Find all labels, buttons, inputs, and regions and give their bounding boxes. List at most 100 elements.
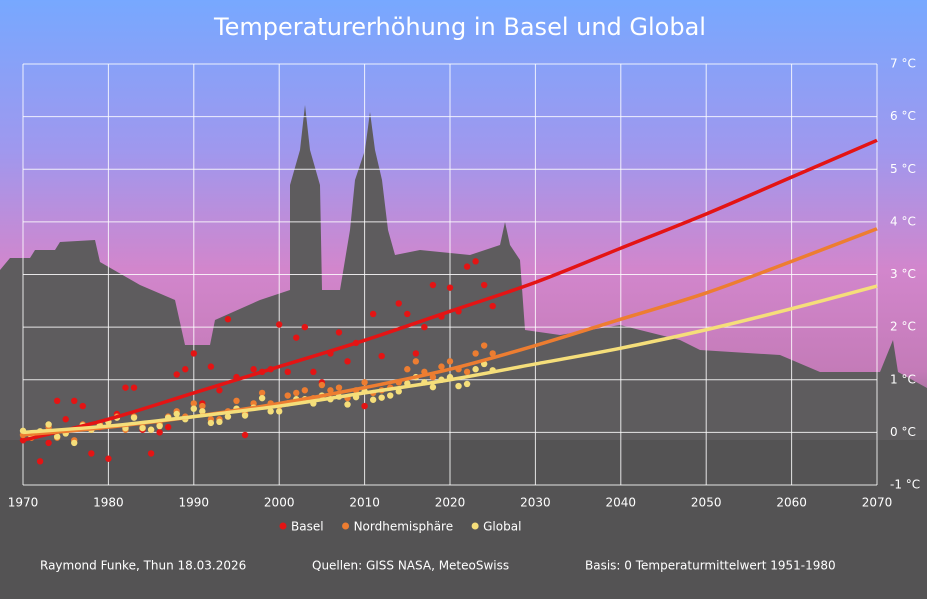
data-point xyxy=(241,431,249,439)
data-point xyxy=(233,397,240,404)
data-point xyxy=(301,387,309,394)
data-point xyxy=(147,426,155,433)
x-tick-label: 1990 xyxy=(179,496,210,510)
y-tick-label: -1 °C xyxy=(890,478,920,492)
data-point xyxy=(429,383,437,391)
data-point xyxy=(480,281,488,289)
y-tick-label: 2 °C xyxy=(890,320,916,334)
data-point xyxy=(463,380,471,388)
data-point xyxy=(412,358,420,365)
y-tick-label: 7 °C xyxy=(890,57,916,71)
data-point xyxy=(361,402,368,410)
legend-marker xyxy=(279,522,287,530)
y-tick-label: 1 °C xyxy=(890,372,916,386)
x-tick-label: 2000 xyxy=(264,496,295,510)
data-point xyxy=(224,316,232,323)
data-point xyxy=(446,358,454,365)
data-point xyxy=(190,350,197,357)
data-point xyxy=(156,429,163,436)
data-point xyxy=(463,263,471,270)
data-point xyxy=(421,323,428,331)
data-point xyxy=(276,321,283,328)
data-point xyxy=(369,396,377,403)
data-point xyxy=(472,258,479,265)
data-point xyxy=(472,366,479,373)
y-tick-label: 0 °C xyxy=(890,425,916,439)
data-point xyxy=(404,366,411,373)
data-point xyxy=(79,402,86,410)
y-tick-label: 4 °C xyxy=(890,214,916,228)
footer-text: Quellen: GISS NASA, MeteoSwiss xyxy=(312,559,509,573)
legend-label: Global xyxy=(483,520,521,534)
data-point xyxy=(293,334,300,341)
x-tick-label: 2030 xyxy=(520,496,551,510)
data-point xyxy=(173,371,180,378)
data-point xyxy=(147,450,155,457)
data-point xyxy=(404,310,411,318)
data-point xyxy=(190,400,197,407)
x-tick-label: 1980 xyxy=(93,496,124,510)
data-point xyxy=(71,439,78,447)
data-point xyxy=(130,414,138,421)
data-point xyxy=(199,402,206,410)
y-tick-label: 6 °C xyxy=(890,109,916,123)
data-point xyxy=(258,389,266,397)
data-point xyxy=(199,408,206,415)
footer-text: Raymond Funke, Thun 18.03.2026 xyxy=(40,559,246,573)
data-point xyxy=(480,342,488,349)
data-point xyxy=(327,387,334,394)
x-tick-label: 2040 xyxy=(606,496,637,510)
data-point xyxy=(344,358,351,365)
data-point xyxy=(284,392,291,399)
data-point xyxy=(344,401,351,408)
x-tick-label: 2020 xyxy=(435,496,466,510)
data-point xyxy=(387,392,394,399)
ground-shade xyxy=(0,440,927,599)
data-point xyxy=(53,433,61,440)
data-point xyxy=(284,368,291,376)
data-point xyxy=(216,418,223,426)
data-point xyxy=(241,412,249,419)
x-tick-label: 2050 xyxy=(691,496,722,510)
data-point xyxy=(88,450,95,457)
data-point xyxy=(455,382,462,390)
data-point xyxy=(438,363,445,370)
data-point xyxy=(45,421,52,428)
data-point xyxy=(395,300,402,307)
data-point xyxy=(36,458,44,465)
data-point xyxy=(301,323,309,331)
legend-label: Basel xyxy=(291,520,324,534)
data-point xyxy=(164,423,172,431)
data-point xyxy=(369,310,377,318)
data-point xyxy=(224,413,232,420)
data-point xyxy=(122,384,129,391)
legend-label: Nordhemisphäre xyxy=(354,520,454,534)
y-tick-label: 3 °C xyxy=(890,267,916,281)
data-point xyxy=(429,373,437,381)
data-point xyxy=(318,381,326,389)
x-tick-label: 2010 xyxy=(349,496,380,510)
data-point xyxy=(361,379,368,386)
data-point xyxy=(276,408,283,415)
data-point xyxy=(71,397,78,404)
data-point xyxy=(207,419,215,427)
data-point xyxy=(182,366,189,373)
data-point xyxy=(173,410,180,418)
data-point xyxy=(53,397,61,404)
data-point xyxy=(105,455,112,462)
data-point xyxy=(62,416,69,423)
x-tick-label: 1970 xyxy=(8,496,39,510)
legend-marker xyxy=(471,522,479,530)
data-point xyxy=(472,350,479,357)
footer-text: Basis: 0 Temperaturmittelwert 1951-1980 xyxy=(585,559,836,573)
x-tick-label: 2070 xyxy=(862,496,893,510)
trend-line xyxy=(22,284,878,435)
data-point xyxy=(489,350,496,357)
chart-title: Temperaturerhöhung in Basel und Global xyxy=(213,13,706,41)
data-point xyxy=(378,394,385,401)
x-tick-label: 2060 xyxy=(776,496,807,510)
data-point xyxy=(412,350,420,357)
trend-line xyxy=(22,138,878,442)
data-point xyxy=(250,366,257,373)
